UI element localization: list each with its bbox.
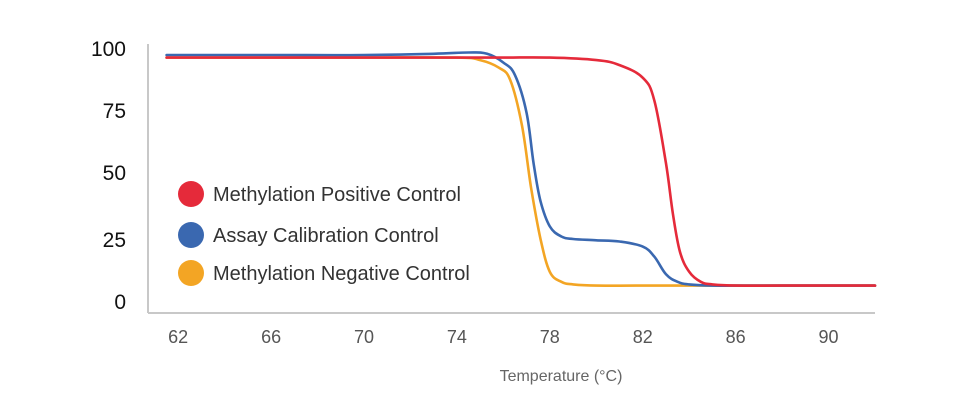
x-tick-label: 86 <box>726 327 746 347</box>
y-tick-label: 50 <box>103 162 126 185</box>
x-tick-label: 70 <box>354 327 374 347</box>
x-axis-label: Temperature (°C) <box>500 368 623 385</box>
x-tick-label: 78 <box>540 327 560 347</box>
axes <box>147 44 875 314</box>
y-tick-label: 100 <box>91 38 126 61</box>
series-lines <box>165 51 877 287</box>
x-tick-label: 62 <box>168 327 188 347</box>
y-tick-label: 75 <box>103 100 126 123</box>
legend: Methylation Positive Control Assay Calibr… <box>178 181 470 286</box>
legend-label: Methylation Positive Control <box>213 184 461 206</box>
y-tick-labels: 0 25 50 75 100 <box>91 38 126 314</box>
legend-item-methylation-negative: Methylation Negative Control <box>178 260 470 286</box>
legend-marker <box>178 222 204 248</box>
y-tick-label: 0 <box>114 291 126 314</box>
series-line-assay-calibration <box>165 51 877 287</box>
x-tick-labels: 62 66 70 74 78 82 86 90 <box>168 327 838 347</box>
legend-item-methylation-positive: Methylation Positive Control <box>178 181 461 207</box>
series-line-methylation-positive <box>165 56 877 287</box>
x-tick-label: 82 <box>633 327 653 347</box>
x-tick-label: 74 <box>447 327 467 347</box>
y-tick-label: 25 <box>103 229 126 252</box>
x-tick-label: 90 <box>819 327 839 347</box>
legend-label: Assay Calibration Control <box>213 225 439 247</box>
legend-item-assay-calibration: Assay Calibration Control <box>178 222 439 248</box>
legend-marker <box>178 181 204 207</box>
legend-marker <box>178 260 204 286</box>
x-tick-label: 66 <box>261 327 281 347</box>
legend-label: Methylation Negative Control <box>213 263 470 285</box>
